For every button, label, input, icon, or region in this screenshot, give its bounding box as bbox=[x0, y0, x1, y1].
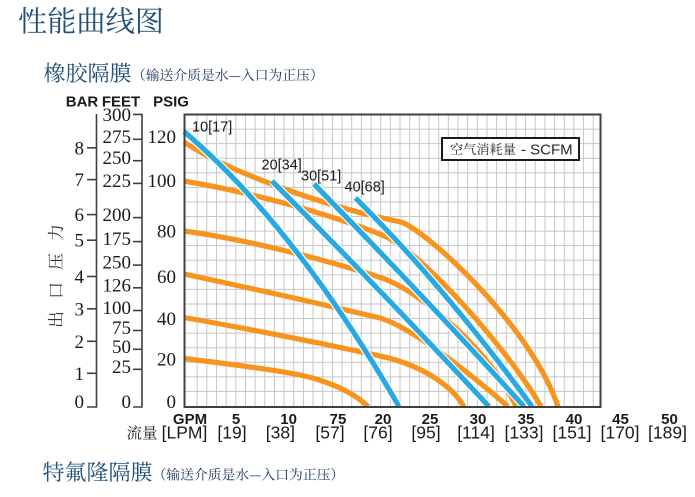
svg-text:250: 250 bbox=[103, 253, 132, 274]
svg-text:[151]: [151] bbox=[553, 423, 592, 443]
svg-text:5: 5 bbox=[232, 411, 240, 428]
svg-text:20: 20 bbox=[157, 349, 176, 370]
svg-text:[76]: [76] bbox=[363, 423, 392, 443]
svg-text:[19]: [19] bbox=[217, 423, 246, 443]
svg-text:[95]: [95] bbox=[411, 423, 440, 443]
svg-text:40[68]: 40[68] bbox=[345, 180, 385, 196]
svg-text:75: 75 bbox=[112, 318, 131, 339]
svg-text:35: 35 bbox=[518, 411, 535, 428]
svg-text:[114]: [114] bbox=[457, 423, 495, 443]
svg-text:6: 6 bbox=[75, 205, 85, 226]
svg-text:[189]: [189] bbox=[648, 423, 687, 443]
svg-text:75: 75 bbox=[330, 411, 347, 428]
svg-text:[38]: [38] bbox=[266, 423, 295, 443]
svg-text:[170]: [170] bbox=[601, 423, 640, 443]
svg-text:GPM: GPM bbox=[173, 411, 207, 428]
svg-text:BAR: BAR bbox=[66, 94, 99, 111]
svg-text:5: 5 bbox=[75, 231, 85, 252]
svg-text:300: 300 bbox=[103, 105, 132, 126]
svg-text:10[17]: 10[17] bbox=[192, 120, 232, 136]
svg-text:30: 30 bbox=[470, 411, 487, 428]
svg-text:80: 80 bbox=[157, 222, 176, 243]
svg-text:4: 4 bbox=[75, 267, 85, 288]
svg-text:40: 40 bbox=[157, 309, 176, 330]
svg-text:25: 25 bbox=[112, 357, 131, 378]
svg-text:126: 126 bbox=[103, 275, 132, 296]
svg-text:0: 0 bbox=[122, 392, 132, 413]
svg-text:40: 40 bbox=[566, 411, 583, 428]
svg-text:45: 45 bbox=[612, 411, 629, 428]
svg-text:10: 10 bbox=[280, 411, 297, 428]
svg-text:FEET: FEET bbox=[102, 94, 140, 111]
svg-text:3: 3 bbox=[75, 299, 85, 320]
svg-text:30[51]: 30[51] bbox=[301, 169, 341, 185]
svg-text:PSIG: PSIG bbox=[153, 94, 189, 111]
svg-text:60: 60 bbox=[157, 267, 176, 288]
svg-text:0: 0 bbox=[167, 392, 177, 413]
svg-text:25: 25 bbox=[422, 411, 439, 428]
svg-text:[LPM]: [LPM] bbox=[162, 423, 208, 443]
svg-text:200: 200 bbox=[103, 205, 132, 226]
svg-text:275: 275 bbox=[103, 127, 132, 148]
svg-text:1: 1 bbox=[75, 364, 85, 385]
svg-text:50: 50 bbox=[661, 411, 678, 428]
svg-text:[57]: [57] bbox=[315, 423, 344, 443]
svg-text:[133]: [133] bbox=[505, 423, 544, 443]
svg-text:7: 7 bbox=[75, 170, 85, 191]
svg-text:- SCFM: - SCFM bbox=[521, 142, 573, 159]
svg-text:100: 100 bbox=[103, 298, 132, 319]
svg-text:8: 8 bbox=[75, 138, 85, 159]
svg-text:225: 225 bbox=[103, 171, 132, 192]
svg-text:0: 0 bbox=[75, 392, 85, 413]
svg-text:50: 50 bbox=[112, 337, 131, 358]
svg-text:175: 175 bbox=[103, 229, 132, 250]
svg-text:250: 250 bbox=[103, 148, 132, 169]
svg-text:100: 100 bbox=[148, 171, 177, 192]
svg-text:120: 120 bbox=[148, 127, 177, 148]
svg-text:20: 20 bbox=[375, 411, 392, 428]
svg-text:20[34]: 20[34] bbox=[262, 158, 302, 174]
svg-text:2: 2 bbox=[75, 332, 85, 353]
